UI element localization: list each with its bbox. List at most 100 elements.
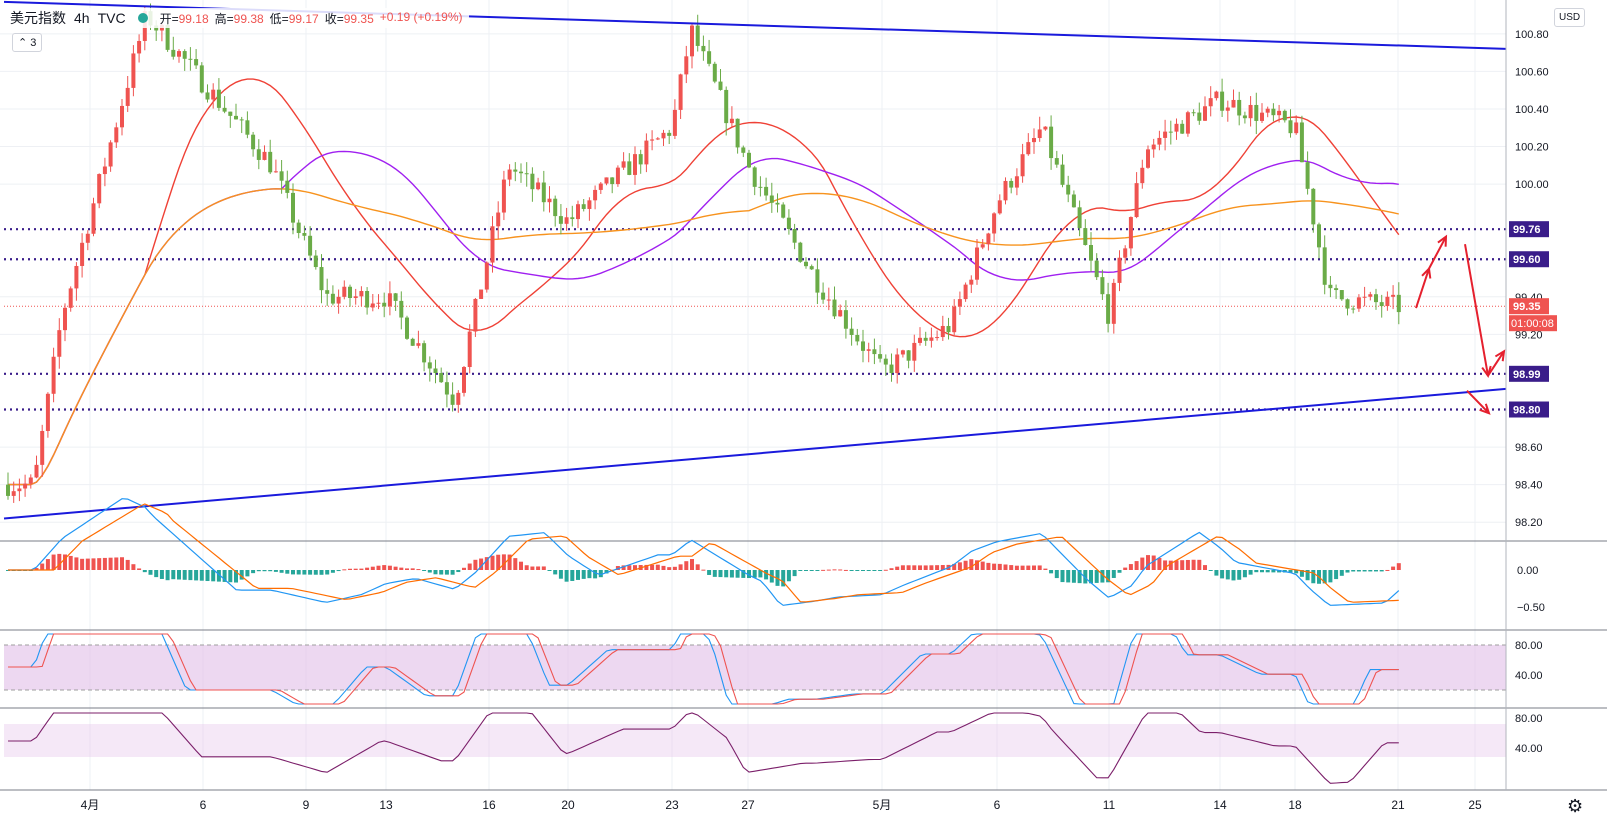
macd-histogram-bar (1054, 570, 1059, 579)
forecast-arrow-2 (1428, 236, 1447, 270)
candle-body (1054, 158, 1059, 165)
time-tick-label: 25 (1468, 798, 1482, 812)
candle-body (484, 262, 489, 290)
candle-body (171, 49, 176, 57)
candle-body (1334, 288, 1339, 291)
close-value: 99.35 (343, 11, 374, 26)
macd-histogram-bar (661, 565, 666, 570)
macd-histogram-bar (211, 570, 216, 582)
candle-body (1396, 294, 1401, 313)
interval-label: 4h (74, 10, 90, 26)
macd-histogram-bar (484, 557, 489, 570)
candle-body (393, 293, 398, 301)
ohlc-values: 开=99.18 高=99.38 低=99.17 收=99.35 +0.19 (+… (160, 10, 463, 27)
candle-body (85, 233, 90, 243)
macd-histogram-bar (570, 570, 575, 581)
candle-body (205, 92, 210, 100)
candle-body (97, 174, 102, 204)
candle-body (997, 200, 1002, 214)
macd-histogram-bar (1277, 570, 1282, 573)
macd-histogram-bar (986, 562, 991, 570)
time-axis[interactable]: 4月 6 9 13 16 20 23 27 5月 6 11 14 18 21 25 (0, 791, 1506, 821)
macd-histogram-bar (1083, 570, 1088, 584)
candle-body (131, 53, 136, 88)
candle-body (256, 149, 261, 160)
candle-body (1032, 138, 1036, 143)
candle-body (564, 217, 569, 224)
candle-body (1134, 183, 1139, 218)
candle-body (1208, 98, 1213, 107)
candle-body (1066, 184, 1071, 195)
currency-button[interactable]: USD (1554, 8, 1586, 27)
macd-histogram-bar (900, 565, 905, 570)
macd-histogram-bar (416, 569, 421, 571)
candle-body (342, 286, 347, 297)
macd-histogram-bar (1379, 570, 1384, 572)
candle-body (1254, 104, 1259, 121)
rsi-band (4, 724, 1506, 757)
candle-body (678, 74, 683, 110)
gear-icon[interactable]: ⚙ (1567, 796, 1584, 816)
macd-histogram-bar (866, 570, 871, 571)
candle-body (690, 25, 694, 57)
forecast-arrow-4-head (1494, 349, 1506, 362)
candle-body (661, 132, 666, 139)
candle-body (741, 147, 746, 153)
macd-histogram-bar (1043, 568, 1048, 570)
macd-histogram-bar (587, 570, 592, 579)
macd-histogram-bar (1391, 566, 1396, 570)
macd-histogram-bar (1128, 564, 1133, 570)
price-axis[interactable]: 100.80100.60100.40100.20100.0099.4099.20… (1505, 0, 1557, 790)
time-tick-label: 21 (1391, 798, 1405, 812)
macd-histogram-bar (621, 565, 626, 570)
candle-body (296, 222, 301, 234)
macd-histogram-bar (655, 564, 660, 570)
price-tick-label: 98.40 (1515, 480, 1543, 492)
macd-histogram-bar (444, 570, 449, 575)
candle-body (456, 392, 461, 405)
indicators-toggle-button[interactable]: ⌃ 3 (12, 33, 43, 52)
macd-histogram-bar (855, 570, 860, 571)
rsi-tick-label: 40.00 (1515, 743, 1543, 755)
macd-histogram-bar (786, 570, 791, 582)
candle-body (1168, 131, 1173, 133)
candle-body (644, 140, 649, 165)
macd-histogram-bar (872, 570, 877, 571)
candle-body (1037, 129, 1042, 139)
macd-histogram-bar (1351, 570, 1356, 572)
macd-histogram-bar (1254, 570, 1259, 573)
time-tick-label: 14 (1213, 798, 1227, 812)
stoch-band (4, 645, 1506, 690)
time-tick-label: 20 (561, 798, 575, 812)
macd-histogram-bar (239, 570, 244, 580)
candle-body (1294, 122, 1299, 134)
macd-histogram-bar (724, 570, 729, 578)
horizontal-levels (4, 228, 1506, 411)
macd-histogram-bar (325, 570, 330, 575)
candle-body (1026, 142, 1031, 155)
support-trendline (3, 387, 1507, 520)
macd-histogram-bar (51, 554, 56, 570)
macd-histogram-bar (695, 564, 700, 570)
level-price-label: 99.76 (1513, 224, 1541, 236)
macd-histogram-bar (832, 569, 837, 571)
candle-body (650, 139, 655, 141)
macd-histogram-bar (40, 563, 45, 570)
candle-body (752, 167, 757, 187)
macd-histogram-bar (838, 569, 843, 571)
macd-histogram-bar (1146, 555, 1150, 570)
price-tick-label: 100.60 (1515, 66, 1549, 78)
candle-body (473, 298, 478, 332)
macd-histogram-bar (433, 570, 438, 575)
time-tick-label: 27 (741, 798, 755, 812)
candle-body (1379, 302, 1384, 307)
candle-body (1391, 294, 1396, 297)
candle-body (1328, 284, 1333, 289)
candle-body (1288, 120, 1293, 134)
candle-body (1049, 126, 1054, 159)
candle-body (832, 299, 837, 317)
candle-body (387, 293, 392, 307)
macd-histogram-bar (650, 564, 655, 570)
candle-body (1317, 224, 1321, 248)
